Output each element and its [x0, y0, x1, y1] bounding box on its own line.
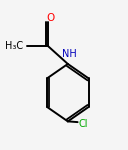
Text: H₃C: H₃C	[5, 40, 23, 51]
Text: O: O	[46, 13, 55, 23]
Text: Cl: Cl	[79, 119, 88, 129]
Text: NH: NH	[62, 49, 76, 59]
